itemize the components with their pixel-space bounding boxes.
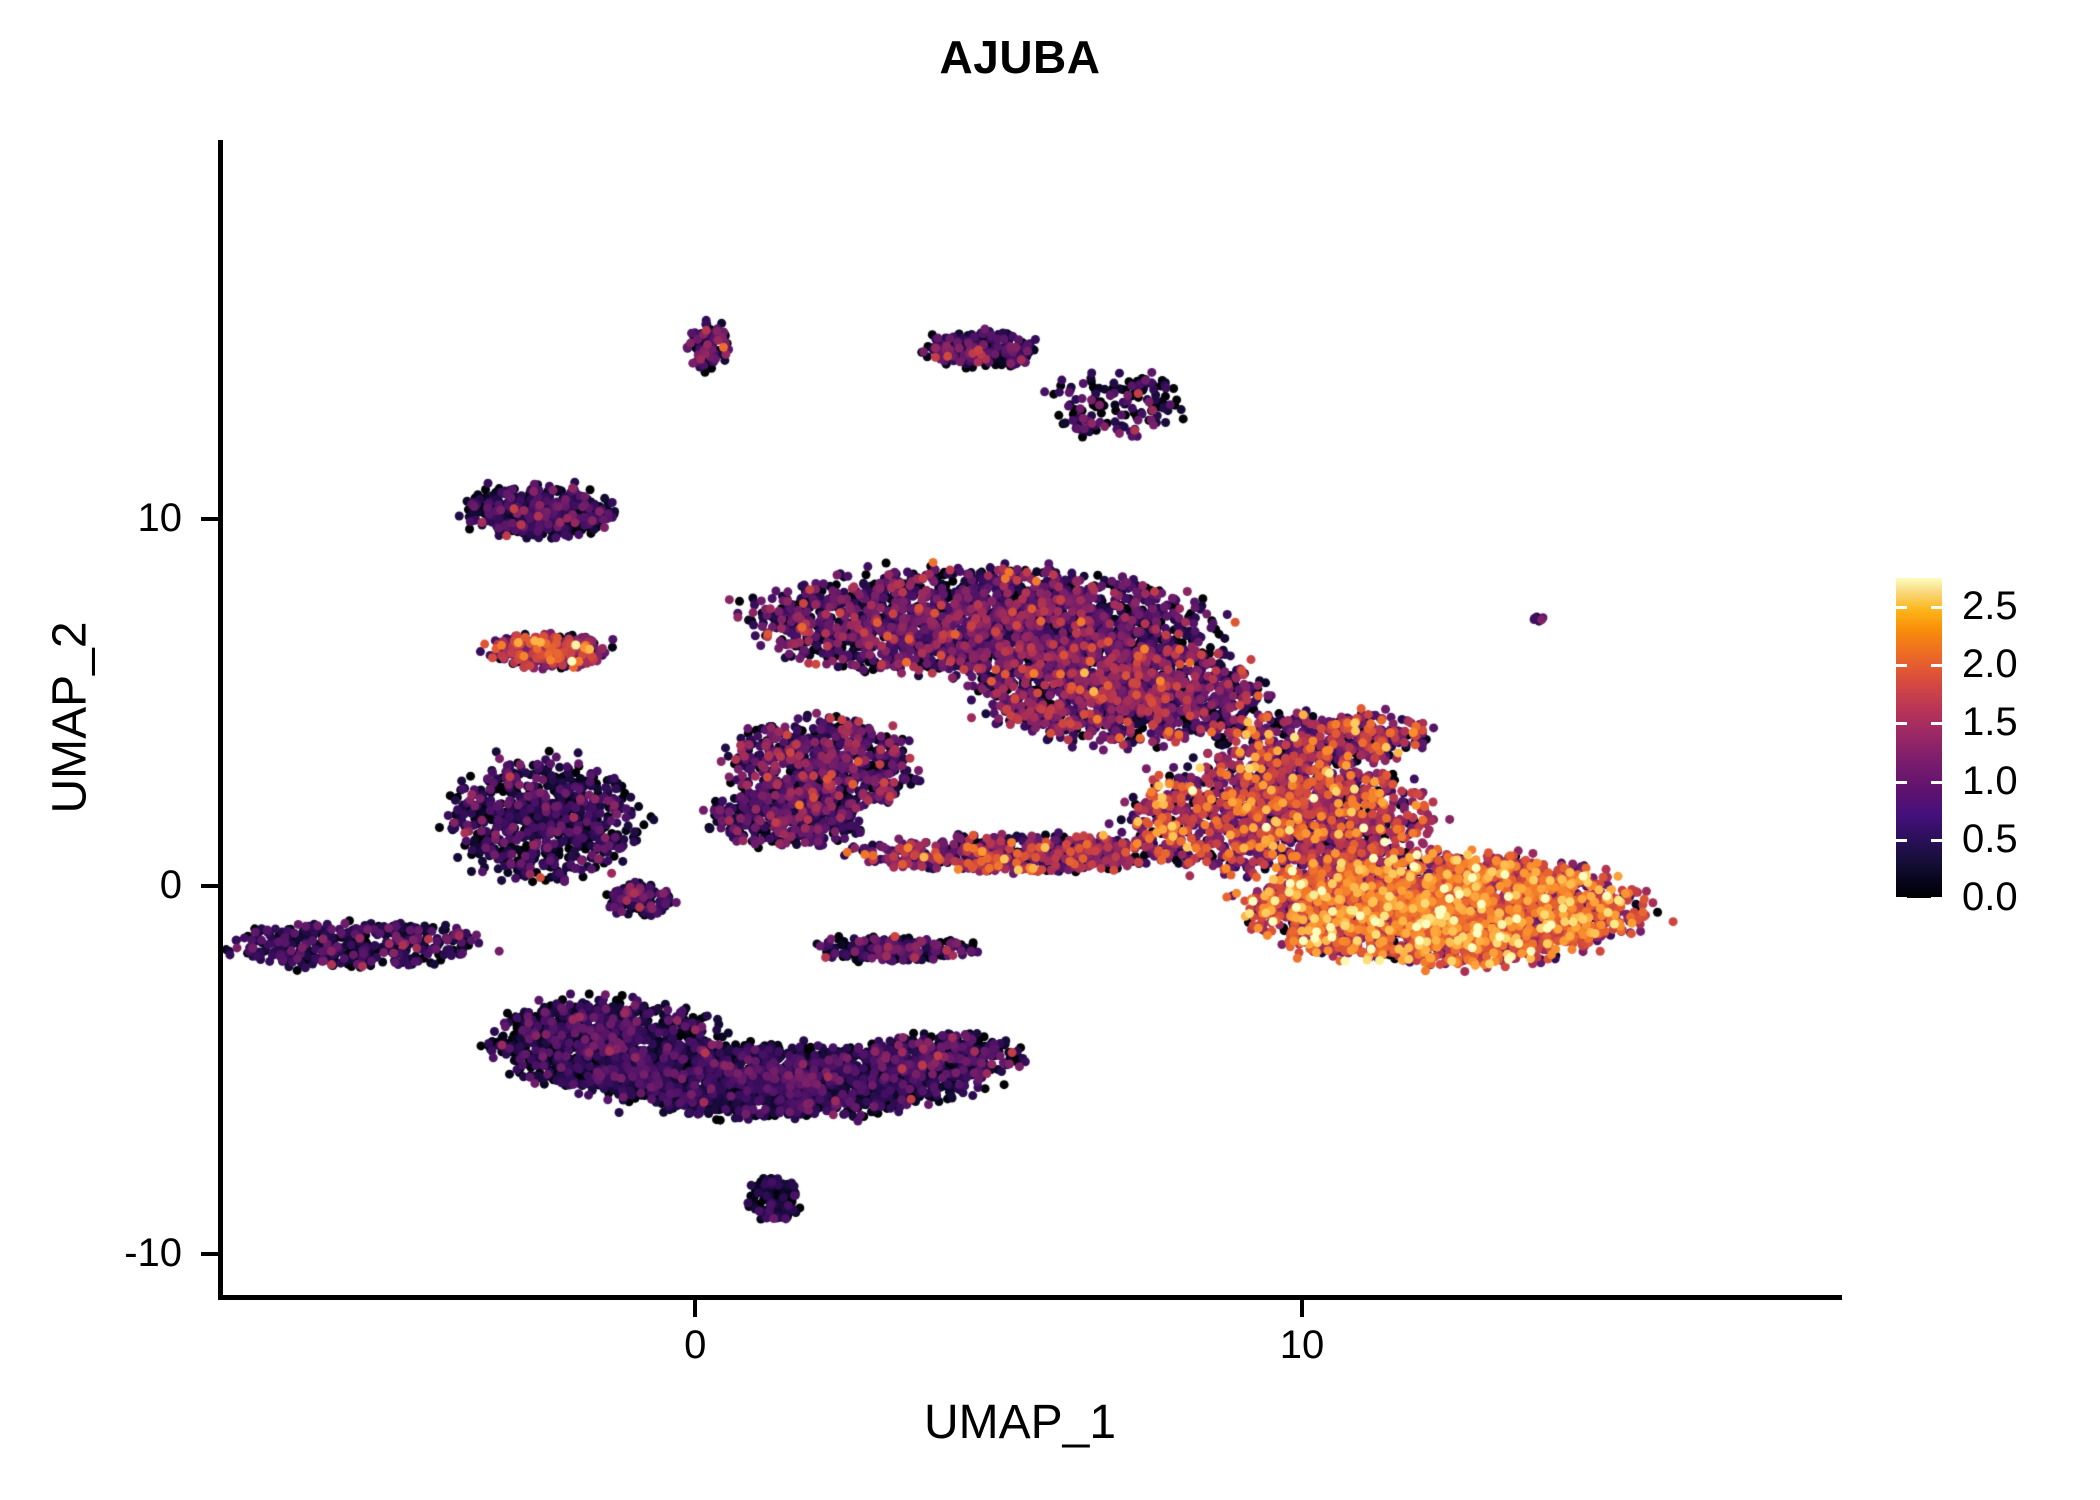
color-legend: 2.5 2.0 1.5 1.0 0.5 0.0 [1888,560,2098,920]
colorbar-tick-mark [1931,780,1942,784]
colorbar-tick-mark [1896,780,1907,784]
x-tick-mark [1300,1300,1304,1317]
colorbar-tick-mark [1931,838,1942,842]
x-tick-label: 0 [684,1323,707,1367]
colorbar-tick-label: 0.5 [1962,816,2018,861]
y-tick-label: 0 [159,863,182,908]
y-tick-label: -10 [124,1230,182,1275]
colorbar-tick-mark [1896,838,1907,842]
colorbar-tick-mark [1931,606,1942,610]
colorbar-tick-label: 0.0 [1962,875,2018,919]
y-tick-label: 10 [137,495,183,540]
x-tick-label: 10 [1279,1323,1325,1367]
colorbar-tick-label: 2.0 [1962,642,2018,687]
colorbar-tick-label: 2.5 [1962,584,2018,629]
y-axis-label: UMAP_2 [43,621,97,814]
x-axis-line [218,1295,1842,1300]
colorbar-tick-mark [1896,722,1907,726]
y-tick-mark [201,516,218,521]
colorbar-tick-label: 1.5 [1962,700,2018,745]
colorbar-tick-mark [1931,664,1942,668]
y-tick-mark [201,1251,218,1256]
scatter-canvas [222,140,1842,1298]
colorbar-tick-label: 1.0 [1962,758,2018,803]
x-axis-label: UMAP_1 [923,1396,1117,1449]
y-axis-line [218,140,223,1300]
colorbar-tick-mark [1931,722,1942,726]
colorbar-gradient [1896,578,1942,898]
colorbar-tick-mark [1896,897,1907,900]
colorbar-tick-mark [1931,897,1942,900]
plot-panel [222,140,1842,1298]
colorbar-tick-mark [1896,606,1907,610]
y-tick-mark [201,884,218,889]
colorbar-tick-mark [1896,664,1907,668]
page-title: AJUBA [939,31,1101,83]
x-tick-mark [693,1300,698,1317]
